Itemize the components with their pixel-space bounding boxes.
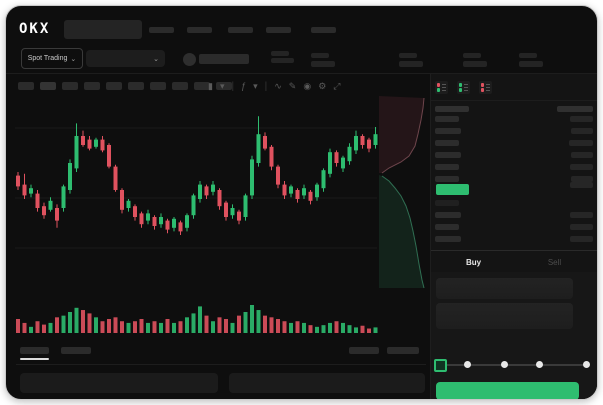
orders-panel-placeholder [20,373,218,393]
market-type-label: Spot Trading [27,55,68,62]
okx-logo: OKX [19,21,51,37]
ask-amount[interactable] [570,164,593,170]
book-both-icon[interactable] [435,81,448,94]
bottom-action-1[interactable] [349,347,379,354]
ob-header-amount[interactable] [557,106,593,112]
book-asks-icon[interactable] [479,81,492,94]
timeframe-button[interactable] [194,82,210,90]
history-panel-placeholder [229,373,425,393]
slider-stop[interactable] [464,361,471,368]
bid-price[interactable] [435,224,459,230]
timeframe-button[interactable] [172,82,188,90]
stat-value-placeholder [519,61,543,67]
last-price-badge[interactable] [436,184,469,195]
bottom-tab[interactable] [61,347,91,354]
ask-price[interactable] [435,176,459,182]
slider-stop[interactable] [434,359,447,372]
bid-amount[interactable] [570,212,593,218]
bid-price[interactable] [435,236,461,242]
stat-value-placeholder [399,61,423,67]
stat-label-placeholder [399,53,417,58]
ask-amount[interactable] [569,140,593,146]
slider-stop[interactable] [583,361,590,368]
timeframe-button[interactable] [150,82,166,90]
line-tool-icon[interactable]: ∿ [274,80,282,91]
stat-label-placeholder [311,53,329,58]
price-input[interactable] [436,278,573,299]
timeframe-button[interactable] [106,82,122,90]
timeframe-button[interactable] [128,82,144,90]
nav-item[interactable] [149,27,174,33]
amount-slider[interactable] [436,364,588,366]
bid-amount[interactable] [570,236,593,242]
candle-style-icon[interactable]: ▮ [208,80,213,91]
divider: | [264,80,268,92]
draw-tool-icon[interactable]: ✎ [288,80,297,91]
bottom-tab-active[interactable] [20,347,49,354]
fullscreen-icon[interactable]: ⤢ [333,80,341,91]
stat-value-placeholder [311,61,335,67]
tab-buy[interactable]: Buy [465,257,482,267]
last-price-amount[interactable] [570,182,593,188]
ob-header-price[interactable] [435,106,469,112]
ask-price[interactable] [435,116,459,122]
bid-price[interactable] [435,212,461,218]
order-book-panel: Buy Sell [431,74,597,399]
orderbook-view-toggles [435,81,492,94]
price-placeholder [271,51,289,56]
ask-amount[interactable] [571,152,593,158]
search-input[interactable] [64,20,142,39]
coin-icon [183,53,196,66]
slider-stop[interactable] [536,361,543,368]
stat-label-placeholder [463,53,481,58]
ask-price[interactable] [435,164,459,170]
bid-amount[interactable] [570,224,593,230]
snapshot-icon[interactable]: ◉ [303,80,312,91]
pair-selector-dropdown[interactable]: ⌄ [86,50,165,67]
buy-button[interactable] [436,382,579,399]
nav-item[interactable] [228,27,253,33]
nav-item[interactable] [266,27,291,33]
chevron-down-icon[interactable]: ▾ [219,80,225,91]
market-type-dropdown[interactable]: Spot Trading ⌄ [21,48,83,69]
ask-amount[interactable] [570,116,593,122]
timeframe-bar [18,82,232,90]
settings-icon[interactable]: ⚙ [318,80,327,91]
pair-name-placeholder [199,54,249,64]
book-bids-icon[interactable] [457,81,470,94]
timeframe-button[interactable] [216,82,232,90]
candlestick-chart[interactable] [15,96,429,338]
timeframe-button[interactable] [18,82,34,90]
stat-label-placeholder [519,53,537,58]
divider: | [231,80,235,92]
ask-price[interactable] [435,152,461,158]
chevron-down-icon: ⌄ [153,55,159,63]
ask-amount[interactable] [571,176,593,182]
nav-item[interactable] [311,27,336,33]
bottom-tab-underline [20,358,49,360]
amount-input[interactable] [436,303,573,329]
app-window: OKX Spot Trading ⌄ ⌄ ▮ ▾ | ƒ ▾ | ∿ ✎ ◉ ⚙ ⤢ Buy Sel… [5,5,598,400]
bid-price[interactable] [435,200,459,206]
chevron-down-icon: ⌄ [70,55,77,63]
nav-item[interactable] [187,27,212,33]
change-placeholder [271,58,294,63]
timeframe-button[interactable] [84,82,100,90]
chevron-down-icon[interactable]: ▾ [253,80,258,91]
stat-value-placeholder [463,61,487,67]
ask-price[interactable] [435,128,461,134]
tab-sell[interactable]: Sell [547,257,562,267]
ask-amount[interactable] [571,128,593,134]
slider-stop[interactable] [501,361,508,368]
timeframe-button[interactable] [62,82,78,90]
chart-tools: ▮ ▾ | ƒ ▾ | ∿ ✎ ◉ ⚙ ⤢ [208,79,340,93]
indicators-icon[interactable]: ƒ [241,81,247,91]
bottom-action-2[interactable] [387,347,419,354]
timeframe-button[interactable] [40,82,56,90]
ask-price[interactable] [435,140,459,146]
